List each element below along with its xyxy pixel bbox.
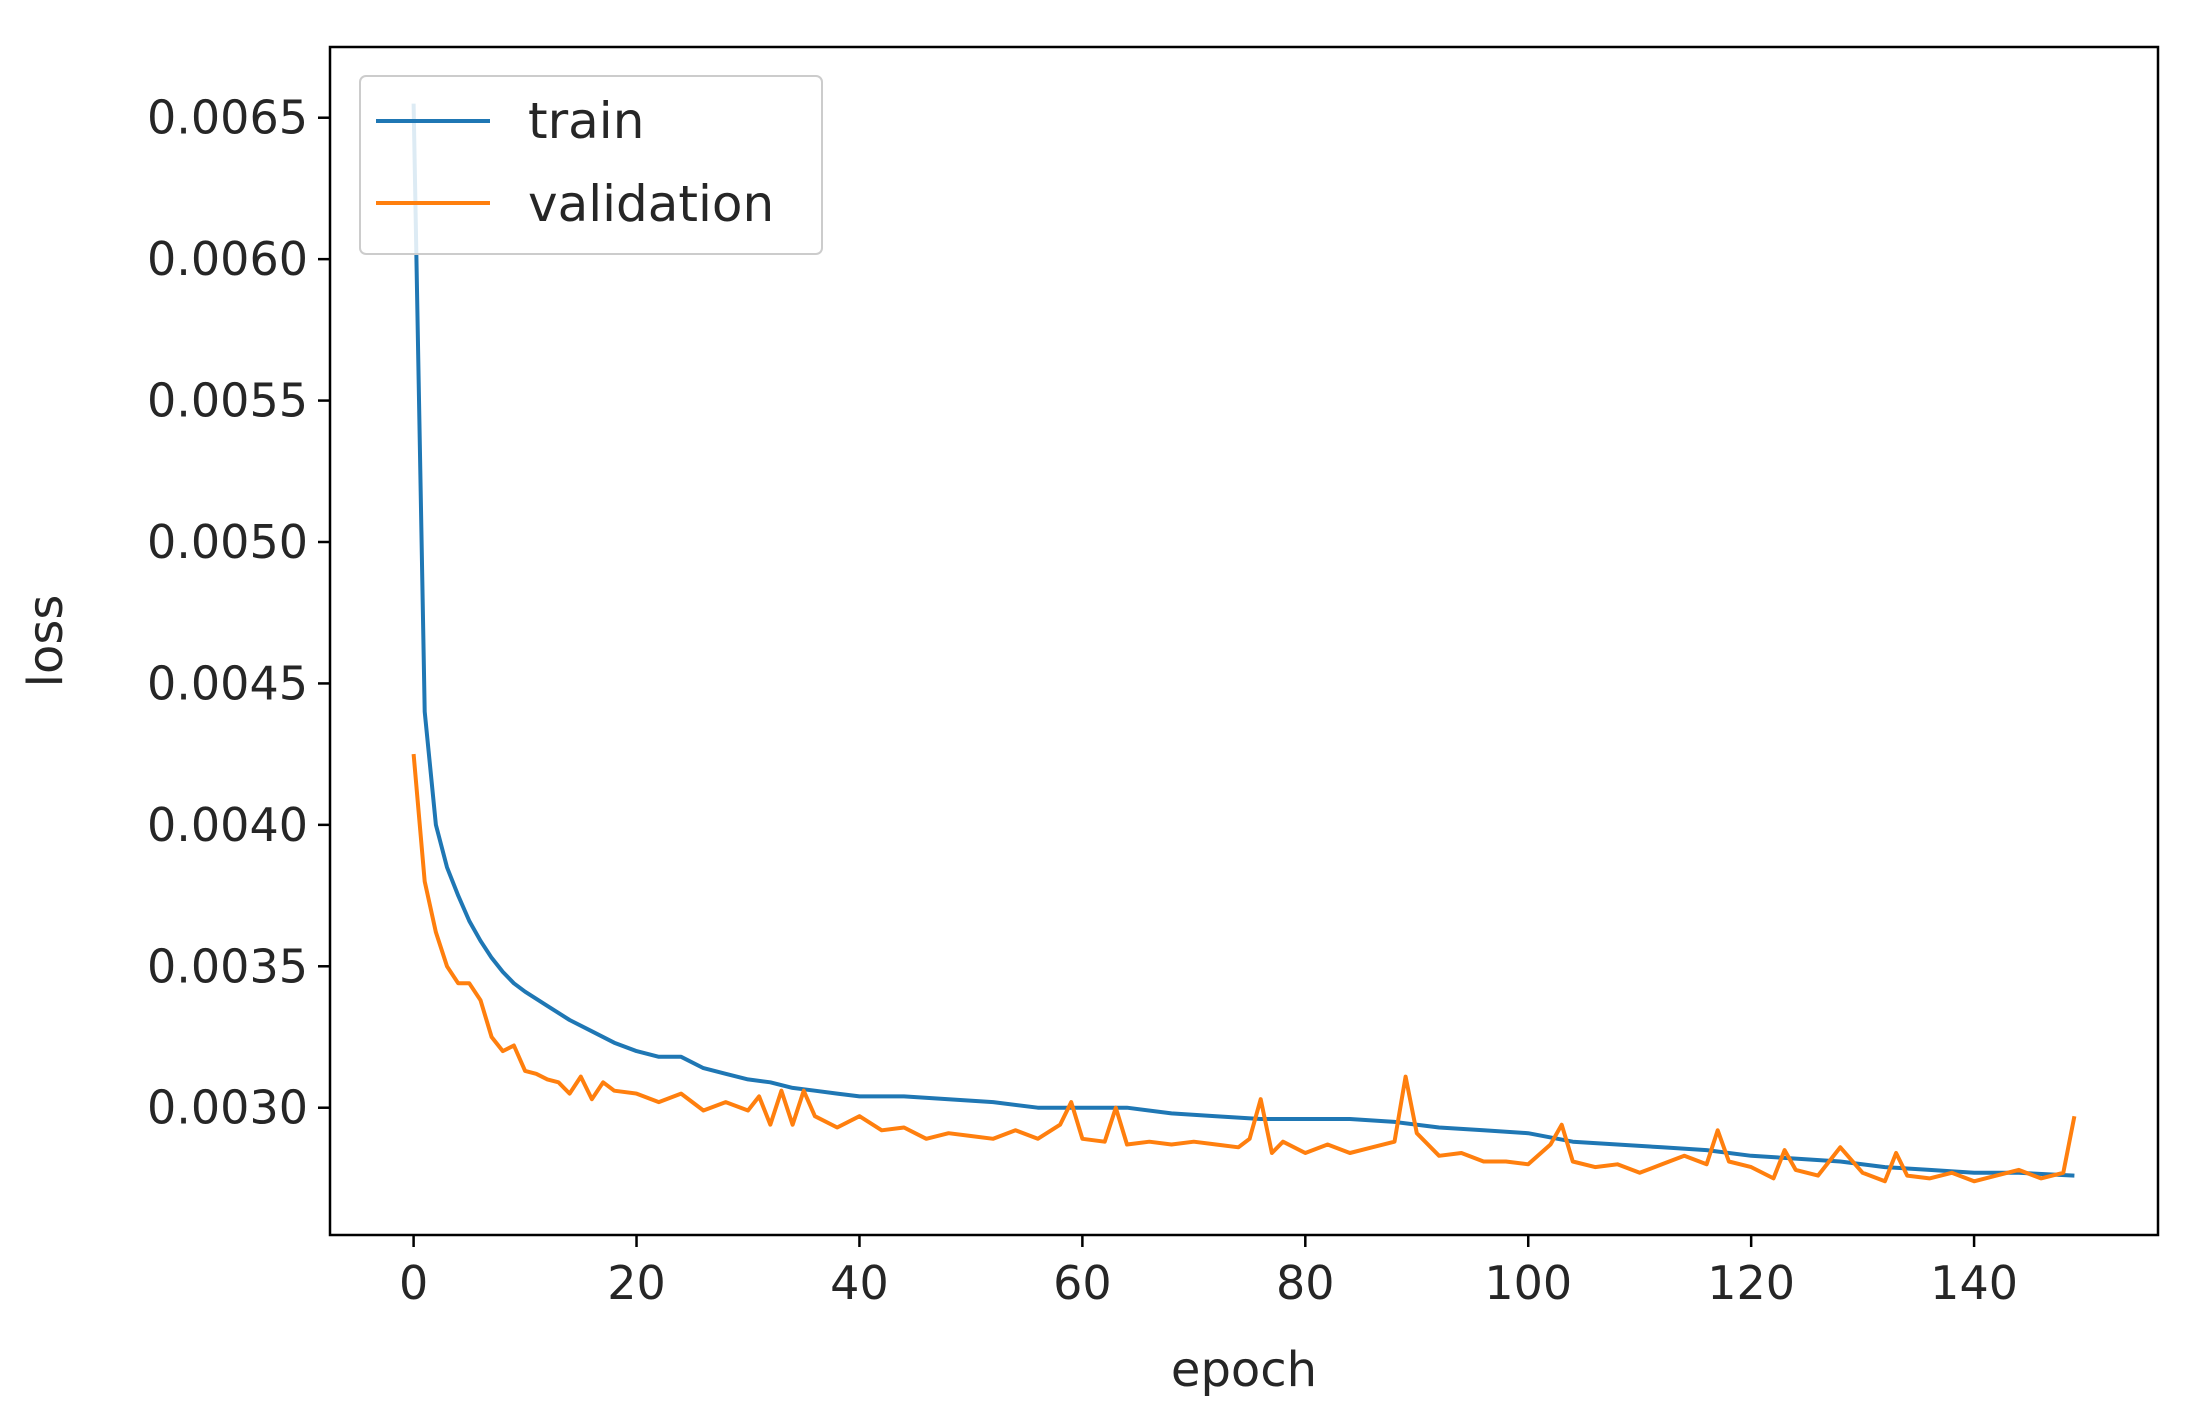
x-tick-label: 140	[1930, 1256, 2018, 1310]
plot-frame	[328, 45, 2160, 1237]
y-tick-label: 0.0055	[147, 374, 308, 428]
x-tick-label: 80	[1276, 1256, 1335, 1310]
y-axis: 0.0030 0.0035 0.0040 0.0045 0.0050 0.0055 0.00…	[147, 91, 330, 1135]
y-tick-label: 0.0050	[147, 515, 308, 569]
y-tick-label: 0.0030	[147, 1081, 308, 1135]
x-axis: 0 20 40 60 80 100 120 140	[399, 1235, 2018, 1310]
series-line-validation	[411, 753, 2077, 1184]
x-tick-label: 120	[1707, 1256, 1795, 1310]
y-tick-label: 0.0045	[147, 656, 308, 710]
series-layer	[411, 103, 2077, 1184]
y-tick-label: 0.0065	[147, 91, 308, 145]
legend-label-train: train	[528, 92, 644, 150]
y-tick-label: 0.0060	[147, 232, 308, 286]
x-tick-label: 60	[1053, 1256, 1112, 1310]
x-axis-title: epoch	[1171, 1342, 1317, 1398]
legend-label-validation: validation	[528, 175, 774, 233]
x-tick-label: 0	[399, 1256, 428, 1310]
x-tick-label: 20	[607, 1256, 666, 1310]
y-axis-title: loss	[18, 595, 74, 688]
legend: train validation	[359, 75, 823, 255]
y-tick-label: 0.0040	[147, 798, 308, 852]
y-tick-label: 0.0035	[147, 939, 308, 993]
x-tick-label: 40	[830, 1256, 889, 1310]
x-tick-label: 100	[1484, 1256, 1572, 1310]
series-line-train	[411, 103, 2075, 1178]
